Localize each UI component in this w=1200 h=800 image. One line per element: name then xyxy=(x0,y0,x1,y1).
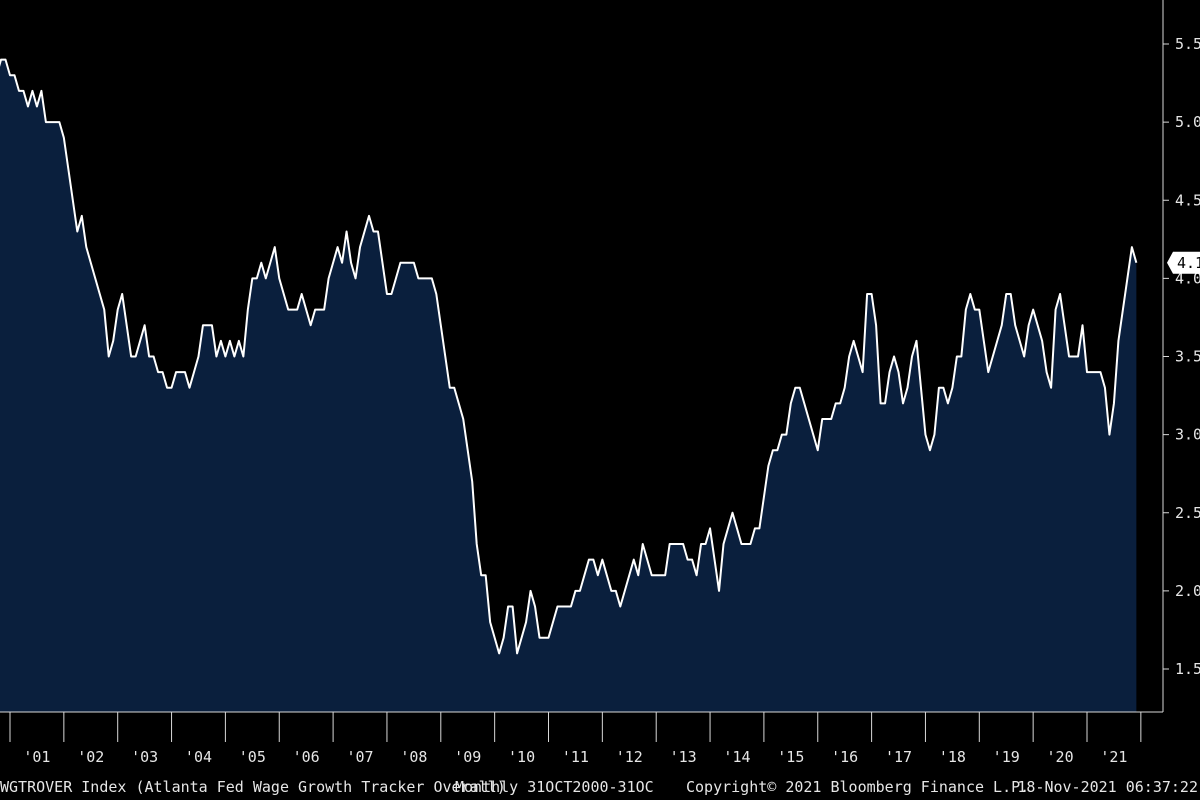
footer-range-text: Monthly 31OCT2000-31OC xyxy=(455,778,654,796)
series-line xyxy=(0,58,1138,655)
x-tick-label: '21 xyxy=(1100,748,1127,766)
y-tick-label: 2.0 xyxy=(1175,582,1200,600)
y-tick-label: 5.0 xyxy=(1175,113,1200,131)
x-tick-label: '12 xyxy=(616,748,643,766)
x-tick-label: '17 xyxy=(885,748,912,766)
x-tick-label: '05 xyxy=(239,748,266,766)
x-axis-ticks: '01 '02 '03 '04 '05 '06 '07 '08 '09 '10 '11 '12 '13 '… xyxy=(9,712,1142,766)
y-tick-label: 4.0 xyxy=(1175,269,1200,287)
footer-timestamp-text: 18-Nov-2021 06:37:22 xyxy=(1017,778,1198,796)
y-axis-ticks: 1.5 2.0 2.5 3.0 3.5 4.0 4.5 5.0 5.5 xyxy=(1163,35,1200,678)
x-tick-label: '08 xyxy=(400,748,427,766)
footer: WGTROVER Index (Atlanta Fed Wage Growth … xyxy=(0,778,1198,796)
x-tick-label: '14 xyxy=(723,748,750,766)
x-tick-label: '07 xyxy=(346,748,373,766)
footer-copyright-text: Copyright© 2021 Bloomberg Finance L.P. xyxy=(686,778,1029,796)
x-tick-label: '04 xyxy=(185,748,212,766)
y-tick-label: 3.0 xyxy=(1175,426,1200,444)
x-tick-label: '06 xyxy=(293,748,320,766)
x-tick-label: '15 xyxy=(777,748,804,766)
last-value-label: 4.1 xyxy=(1167,251,1200,274)
x-tick-label: '11 xyxy=(562,748,589,766)
y-tick-label: 1.5 xyxy=(1175,660,1200,678)
last-value-bg xyxy=(1167,251,1200,274)
area-fill xyxy=(0,59,1137,712)
y-tick-label: 4.5 xyxy=(1175,191,1200,209)
x-tick-label: '13 xyxy=(670,748,697,766)
last-value-text: 4.1 xyxy=(1177,254,1200,272)
x-tick-label: '18 xyxy=(939,748,966,766)
x-tick-label: '16 xyxy=(831,748,858,766)
x-tick-label: '09 xyxy=(454,748,481,766)
y-tick-label: 3.5 xyxy=(1175,348,1200,366)
x-tick-label: '20 xyxy=(1047,748,1074,766)
x-tick-label: '10 xyxy=(508,748,535,766)
x-tick-label: '19 xyxy=(993,748,1020,766)
footer-index-text: WGTROVER Index (Atlanta Fed Wage Growth … xyxy=(0,778,506,796)
x-tick-label: '02 xyxy=(77,748,104,766)
y-tick-label: 2.5 xyxy=(1175,504,1200,522)
x-tick-label: '03 xyxy=(131,748,158,766)
x-tick-label: '01 xyxy=(23,748,50,766)
y-tick-label: 5.5 xyxy=(1175,35,1200,53)
